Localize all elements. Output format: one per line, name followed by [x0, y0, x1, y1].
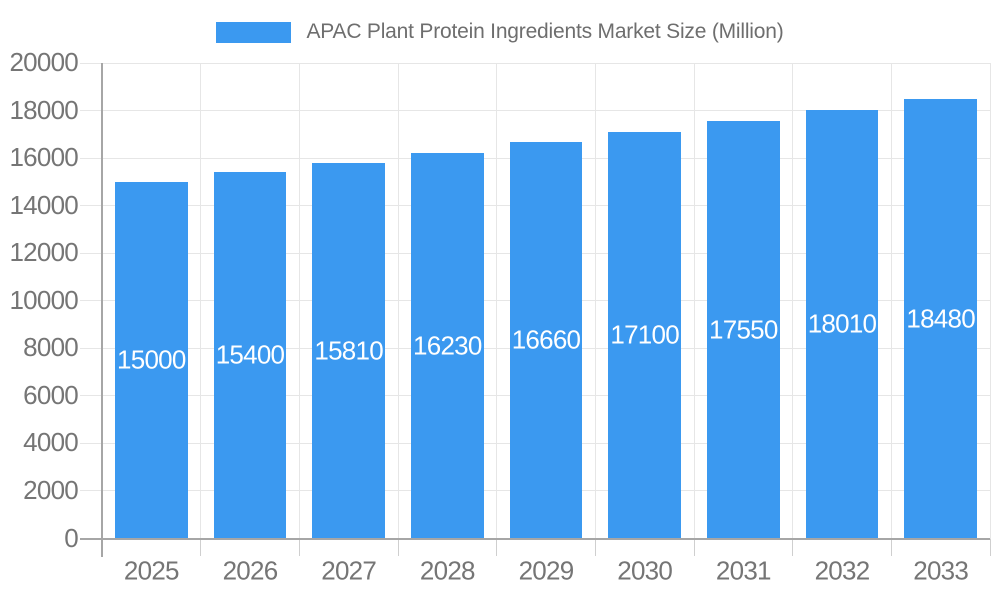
bar-2029[interactable] — [509, 142, 583, 539]
bar-value-label: 15000 — [117, 344, 186, 375]
v-gridline — [792, 63, 794, 539]
bar-2032[interactable] — [805, 110, 879, 539]
bar-value-label: 15810 — [314, 335, 383, 366]
y-axis-label: 4000 — [23, 427, 79, 458]
x-tick — [496, 538, 498, 556]
y-axis-label: 16000 — [9, 141, 78, 172]
x-tick — [200, 538, 202, 556]
y-axis-label: 14000 — [9, 189, 78, 220]
v-gridline — [200, 63, 202, 539]
bar-2025[interactable] — [115, 181, 188, 539]
x-tick — [989, 538, 991, 556]
v-gridline — [496, 63, 498, 539]
y-axis-label: 8000 — [23, 332, 79, 363]
bar-value-label: 17550 — [709, 314, 778, 345]
x-axis-line — [80, 537, 990, 540]
y-axis-label: 12000 — [9, 237, 78, 268]
bar-2028[interactable] — [411, 152, 484, 539]
legend[interactable]: APAC Plant Protein Ingredients Market Si… — [0, 18, 1000, 46]
legend-swatch — [216, 21, 292, 43]
bar-2026[interactable] — [213, 172, 287, 539]
x-axis-label: 2028 — [419, 555, 476, 586]
bar-2027[interactable] — [312, 162, 385, 539]
x-axis-label: 2030 — [617, 555, 673, 586]
x-axis-label: 2031 — [715, 555, 772, 586]
y-axis-label: 20000 — [9, 46, 78, 77]
x-tick — [298, 538, 300, 556]
chart-title: APAC Plant Protein Ingredients Market Si… — [306, 20, 784, 43]
v-gridline — [890, 63, 892, 539]
bar-value-label: 15400 — [215, 339, 285, 370]
x-axis-label: 2029 — [518, 555, 575, 586]
bar-2031[interactable] — [707, 121, 780, 539]
v-gridline — [693, 63, 695, 539]
x-axis-label: 2027 — [321, 555, 377, 586]
bar-value-label: 18480 — [906, 303, 975, 334]
x-axis-label: 2025 — [123, 555, 180, 586]
bar-value-label: 16660 — [511, 324, 581, 355]
h-gridline — [80, 62, 990, 64]
y-axis-label: 2000 — [23, 474, 79, 505]
x-tick — [890, 538, 892, 556]
bar-2033[interactable] — [904, 99, 977, 539]
bar-2030[interactable] — [608, 131, 681, 539]
bar-value-label: 17100 — [610, 319, 679, 350]
x-axis-label: 2033 — [913, 555, 969, 586]
y-axis-label: 6000 — [23, 379, 79, 410]
y-axis-label: 0 — [64, 522, 78, 553]
x-axis-label: 2026 — [222, 555, 279, 586]
y-axis-label: 10000 — [9, 284, 78, 315]
x-tick — [693, 538, 695, 556]
v-gridline — [397, 63, 399, 539]
x-tick — [397, 538, 399, 556]
v-gridline — [594, 63, 596, 539]
y-axis-label: 18000 — [9, 94, 78, 125]
x-tick — [594, 538, 596, 556]
h-gridline — [80, 110, 990, 112]
v-gridline — [989, 63, 991, 539]
bar-value-label: 18010 — [807, 308, 877, 339]
v-gridline — [298, 63, 300, 539]
y-axis-line — [100, 63, 103, 557]
x-axis-label: 2032 — [814, 555, 871, 586]
bar-value-label: 16230 — [413, 330, 482, 361]
x-tick — [792, 538, 794, 556]
